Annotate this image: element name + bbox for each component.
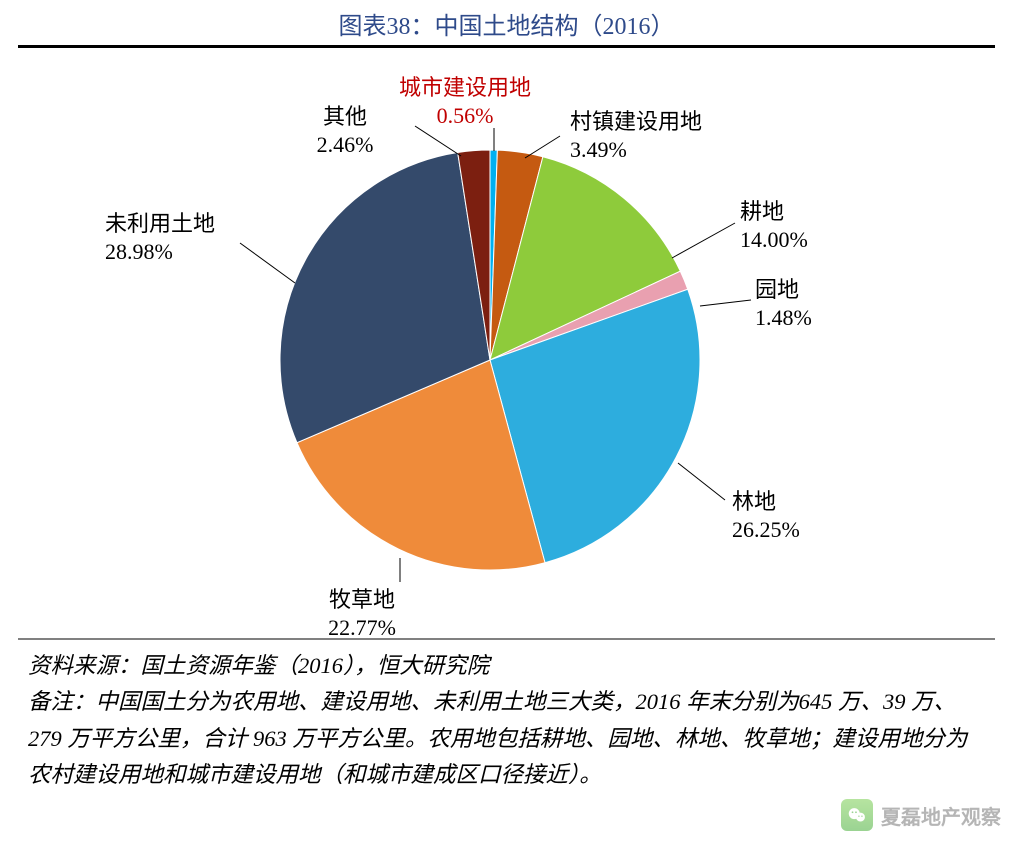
- pie-slice-label: 村镇建设用地3.49%: [570, 108, 702, 163]
- pie-slice-name: 牧草地: [328, 586, 396, 614]
- watermark: 夏磊地产观察: [841, 799, 1001, 831]
- leader-line: [240, 243, 295, 283]
- pie-slice-label: 耕地14.00%: [740, 198, 808, 253]
- pie-slice-label: 牧草地22.77%: [328, 586, 396, 641]
- source-line: 资料来源：国土资源年鉴（2016），恒大研究院: [28, 648, 985, 684]
- notes-block: 资料来源：国土资源年鉴（2016），恒大研究院 备注：中国国土分为农用地、建设用…: [28, 648, 985, 794]
- pie-slice-name: 未利用土地: [105, 210, 215, 238]
- leader-line: [415, 126, 461, 156]
- pie-slice-value: 28.98%: [105, 238, 215, 266]
- leader-line: [672, 223, 735, 258]
- pie-chart-svg: [0, 48, 1013, 638]
- chart-title: 图表38：中国土地结构（2016）: [0, 0, 1013, 45]
- watermark-text: 夏磊地产观察: [881, 801, 1001, 830]
- pie-slice-name: 其他: [317, 103, 374, 131]
- pie-slice-value: 3.49%: [570, 136, 702, 164]
- pie-slice-name: 林地: [732, 488, 800, 516]
- pie-slice-value: 1.48%: [755, 304, 812, 332]
- pie-slice-value: 2.46%: [317, 131, 374, 159]
- bottom-rule: [18, 638, 995, 640]
- pie-slice-label: 城市建设用地0.56%: [399, 74, 531, 129]
- pie-chart: 城市建设用地0.56%村镇建设用地3.49%耕地14.00%园地1.48%林地2…: [0, 48, 1013, 638]
- pie-slice-value: 22.77%: [328, 614, 396, 642]
- pie-slice-name: 城市建设用地: [399, 74, 531, 102]
- leader-line: [700, 300, 751, 306]
- leader-line: [525, 136, 560, 158]
- pie-slice-value: 14.00%: [740, 226, 808, 254]
- pie-slice-name: 园地: [755, 276, 812, 304]
- pie-slice-label: 园地1.48%: [755, 276, 812, 331]
- pie-slice-value: 26.25%: [732, 516, 800, 544]
- pie-slice-label: 未利用土地28.98%: [105, 210, 215, 265]
- pie-slice-value: 0.56%: [399, 102, 531, 130]
- pie-slice-label: 其他2.46%: [317, 103, 374, 158]
- pie-slice-name: 耕地: [740, 198, 808, 226]
- pie-slice-name: 村镇建设用地: [570, 108, 702, 136]
- note-text: 备注：中国国土分为农用地、建设用地、未利用土地三大类，2016 年末分别为645…: [28, 684, 985, 793]
- leader-line: [678, 463, 725, 500]
- wechat-icon: [841, 799, 873, 831]
- pie-slice-label: 林地26.25%: [732, 488, 800, 543]
